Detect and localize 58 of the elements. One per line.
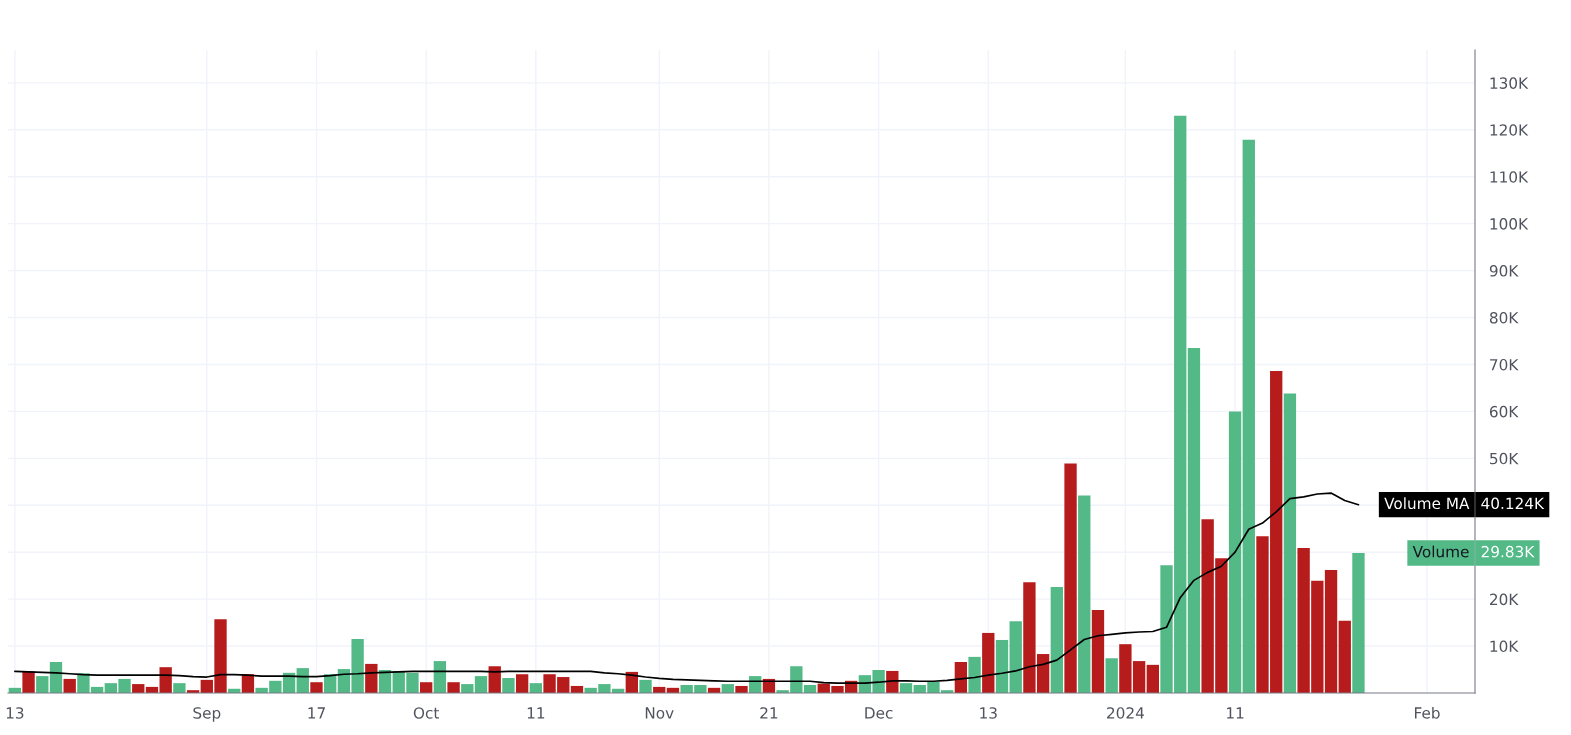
x-tick-label: 13 xyxy=(6,707,24,719)
x-tick-label: 2024 xyxy=(1107,707,1144,719)
legend-label: Volume MA xyxy=(1384,497,1470,510)
y-tick-label: 100K xyxy=(1490,218,1529,230)
y-tick-label: 80K xyxy=(1489,311,1519,324)
x-tick-label: Sep xyxy=(193,707,221,722)
bar xyxy=(22,671,35,693)
y-tick-label: 20K xyxy=(1490,593,1519,606)
x-tick-label: 11 xyxy=(1227,707,1244,719)
bar xyxy=(968,656,981,693)
y-tick-label: 10K xyxy=(1490,640,1519,653)
legend-label: Volume xyxy=(1412,545,1469,558)
bar xyxy=(63,678,76,693)
line-series xyxy=(14,492,1360,684)
bar xyxy=(310,682,323,693)
x-tick-label: 13 xyxy=(980,707,997,719)
y-tick-label: 90K xyxy=(1489,265,1519,277)
bar xyxy=(1091,609,1105,693)
bar xyxy=(1228,411,1242,693)
x-tick-label: 17 xyxy=(308,707,325,719)
x-tick-label: 21 xyxy=(760,707,778,719)
bar xyxy=(1078,495,1091,693)
bar xyxy=(447,682,460,693)
bar xyxy=(735,685,748,693)
y-tick-label: 60K xyxy=(1489,405,1519,418)
bar xyxy=(474,676,488,693)
x-tick-label: 11 xyxy=(527,707,545,719)
bar xyxy=(1338,620,1351,693)
y-tick-label: 50K xyxy=(1490,452,1519,465)
bar xyxy=(36,676,49,693)
text: 40.124K xyxy=(1481,497,1545,510)
bar xyxy=(502,677,515,693)
y-tick-label: 120K xyxy=(1490,124,1529,136)
bar xyxy=(173,683,186,693)
bar xyxy=(433,661,447,693)
bar xyxy=(1105,658,1118,693)
bar xyxy=(982,632,995,693)
bar xyxy=(1009,621,1022,693)
x-tick-label: Feb xyxy=(1414,706,1440,719)
bar xyxy=(1187,348,1201,693)
bar xyxy=(1242,139,1255,693)
bar xyxy=(1283,393,1297,693)
y-tick-label: 70K xyxy=(1490,358,1519,371)
bar xyxy=(639,679,652,693)
x-tick-label: Oct xyxy=(413,707,439,719)
bar xyxy=(1050,586,1064,693)
bar xyxy=(1352,552,1365,693)
bar xyxy=(1146,664,1159,693)
bar xyxy=(296,668,309,693)
bar xyxy=(1064,463,1077,693)
text: 29.83K xyxy=(1481,545,1535,558)
bar xyxy=(995,639,1009,693)
y-tick-label: 130K xyxy=(1490,77,1529,89)
bar xyxy=(419,682,433,693)
x-tick-label: Nov xyxy=(645,707,674,719)
y-tick-label: 110K xyxy=(1490,171,1529,183)
x-tick-label: Dec xyxy=(865,707,893,719)
bar xyxy=(515,674,529,693)
